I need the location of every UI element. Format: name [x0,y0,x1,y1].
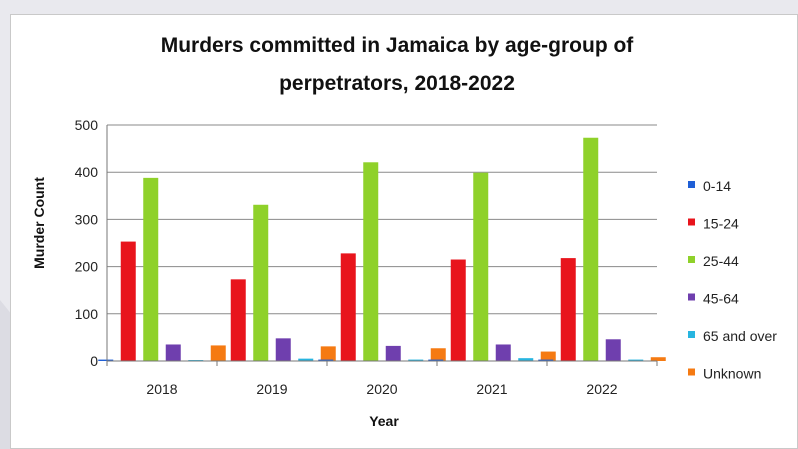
bar [518,358,534,361]
bar [320,346,336,361]
bar [143,177,159,361]
y-tick-label: 300 [75,211,99,227]
bar [540,351,556,361]
bar [363,162,379,361]
bar [430,348,446,361]
legend-label: 65 and over [703,328,777,344]
bar [98,359,114,361]
bar [408,359,424,361]
axes [106,125,657,362]
legend-swatch [688,368,695,376]
y-tick-label: 200 [75,259,99,275]
bar [560,258,576,361]
legend: 0-14 15-24 25-44 45-64 65 and over Unknown [688,178,777,382]
y-tick-labels: 0 100 200 300 400 500 [75,117,99,369]
y-tick-label: 0 [90,353,98,369]
chart-title-line-2: perpetrators, 2018-2022 [279,72,515,95]
x-tick-label: 2021 [476,381,507,397]
bar [275,338,291,361]
x-tick-labels: 2018 2019 2020 2021 2022 [106,361,658,397]
bar [385,345,401,361]
chart-title-line-1: Murders committed in Jamaica by age-grou… [161,34,635,57]
legend-label: 15-24 [703,216,739,232]
legend-swatch [688,293,695,301]
bar [628,359,644,361]
x-tick-label: 2019 [256,381,287,397]
bar [473,172,489,361]
bar [230,279,246,361]
legend-swatch [688,256,695,263]
chart-container [10,14,798,449]
legend-swatch [688,218,695,226]
bar [298,358,314,361]
bar [538,359,554,361]
bar [583,137,599,361]
legend-label: 25-44 [703,253,739,269]
bar [318,359,334,361]
legend-label: 0-14 [703,178,731,194]
bar [650,357,666,361]
x-tick-label: 2020 [366,381,397,397]
bar [120,241,136,361]
bar [165,344,181,361]
y-tick-label: 100 [75,306,99,322]
y-tick-label: 400 [75,164,99,180]
x-tick-label: 2022 [586,381,617,397]
bar [495,344,511,361]
legend-label: 45-64 [703,291,739,307]
bar [253,204,269,361]
x-tick-label: 2018 [146,381,177,397]
y-tick-label: 500 [75,117,99,133]
legend-swatch [688,331,695,338]
bar [428,359,444,361]
legend-swatch [688,181,695,188]
bar [210,345,226,361]
bar [340,253,356,361]
bar [605,339,621,361]
bars [98,137,666,362]
bar [450,259,466,361]
legend-label: Unknown [703,366,761,382]
y-axis-title: Murder Count [31,177,47,269]
x-axis-title: Year [369,413,399,429]
